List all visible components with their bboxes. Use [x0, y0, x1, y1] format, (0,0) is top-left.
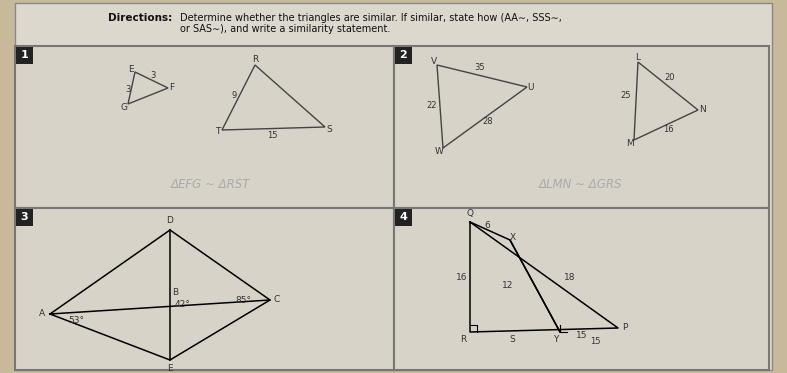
Text: E: E [128, 65, 134, 73]
Text: Directions:: Directions: [108, 13, 172, 23]
Text: Q: Q [467, 209, 474, 218]
Text: L: L [635, 53, 641, 62]
Text: 15: 15 [576, 332, 588, 341]
Text: 15: 15 [267, 131, 277, 140]
Text: 20: 20 [665, 73, 675, 82]
Text: V: V [431, 56, 437, 66]
Bar [395, 209, 412, 226]
Text: 25: 25 [621, 91, 631, 100]
Text: M: M [626, 140, 634, 148]
Text: B: B [172, 288, 178, 297]
Text: E: E [167, 364, 173, 373]
Text: C: C [274, 295, 280, 304]
Bar [394, 208, 769, 370]
Bar [16, 47, 33, 64]
Text: 35: 35 [475, 63, 486, 72]
Text: ΔEFG ∼ ΔRST: ΔEFG ∼ ΔRST [170, 179, 249, 191]
Text: ΔLMN ∼ ΔGRS: ΔLMN ∼ ΔGRS [538, 179, 622, 191]
Text: 85°: 85° [235, 296, 251, 305]
Text: X: X [510, 232, 516, 241]
Text: 16: 16 [456, 273, 467, 282]
Text: D: D [167, 216, 173, 225]
Text: 18: 18 [564, 273, 576, 282]
Text: 4: 4 [400, 213, 408, 223]
Bar [15, 46, 394, 208]
Text: 28: 28 [482, 117, 493, 126]
Bar [15, 208, 394, 370]
Text: U: U [528, 82, 534, 91]
Text: Determine whether the triangles are similar. If similar, state how (AA∼, SSS∼,: Determine whether the triangles are simi… [180, 13, 562, 23]
Text: 2: 2 [400, 50, 408, 60]
Text: G: G [120, 103, 127, 113]
Text: 42°: 42° [175, 300, 190, 309]
Text: 53°: 53° [68, 316, 84, 325]
Bar [394, 46, 769, 208]
Text: S: S [509, 335, 515, 344]
Text: 1: 1 [20, 50, 28, 60]
Text: 12: 12 [502, 280, 514, 289]
Bar [16, 209, 33, 226]
Text: S: S [326, 125, 332, 134]
Text: Y: Y [552, 335, 558, 344]
Bar [395, 47, 412, 64]
Text: 6: 6 [484, 220, 490, 229]
Text: R: R [460, 335, 466, 344]
Text: P: P [622, 323, 627, 332]
Text: F: F [169, 84, 175, 93]
Text: 3: 3 [125, 85, 131, 94]
Text: 3: 3 [20, 213, 28, 223]
Text: N: N [699, 106, 705, 115]
Text: or SAS∼), and write a similarity statement.: or SAS∼), and write a similarity stateme… [180, 24, 390, 34]
Text: R: R [252, 56, 258, 65]
Text: A: A [39, 310, 45, 319]
Text: W: W [434, 147, 443, 157]
Text: 15: 15 [590, 337, 600, 346]
Text: 3: 3 [150, 72, 156, 81]
Text: 9: 9 [231, 91, 237, 100]
Text: 22: 22 [427, 100, 438, 110]
Text: 16: 16 [663, 125, 674, 135]
Text: T: T [216, 128, 220, 137]
